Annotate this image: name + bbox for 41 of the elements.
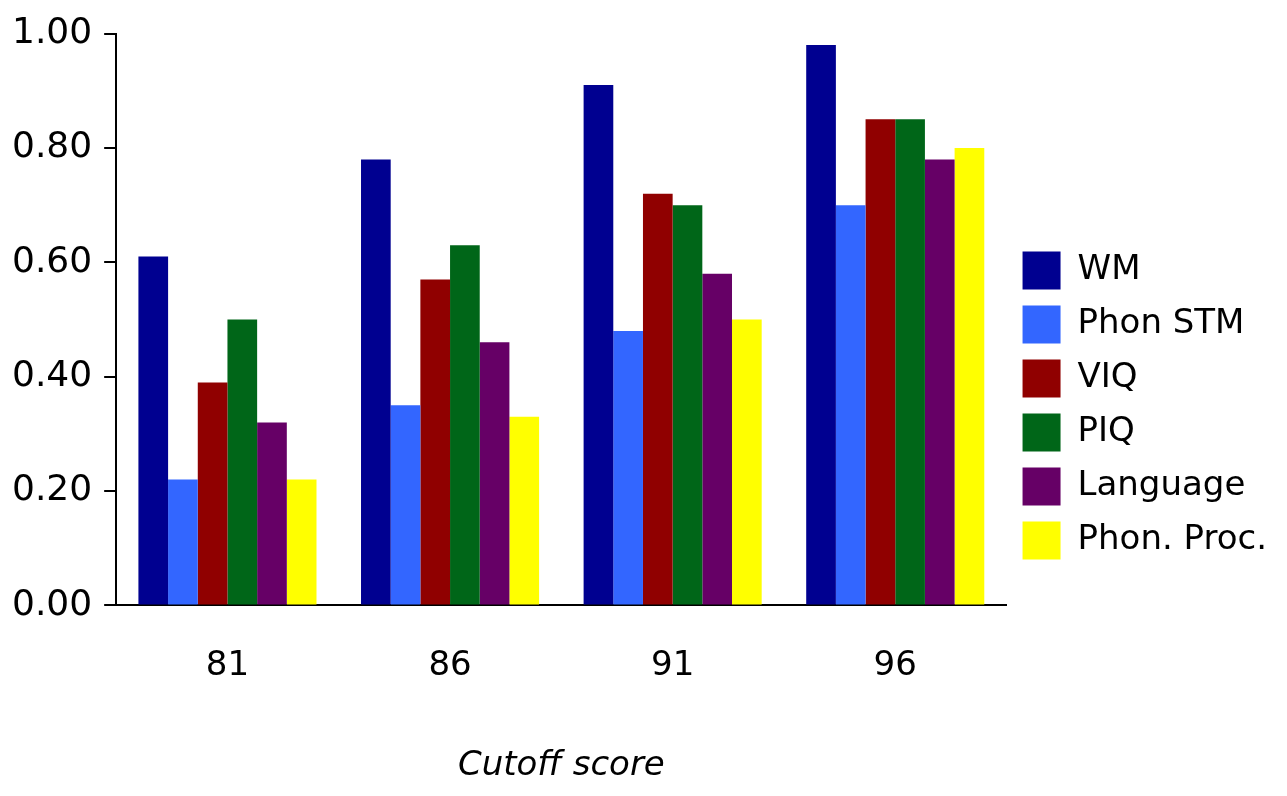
bar xyxy=(420,279,451,605)
bar xyxy=(509,416,540,605)
legend-label: PIQ xyxy=(1077,409,1135,450)
y-tick-label: 0.00 xyxy=(12,581,93,623)
bar xyxy=(672,205,703,605)
bar xyxy=(583,85,614,605)
x-tick-label: 91 xyxy=(651,642,695,683)
bar xyxy=(865,119,896,605)
bar xyxy=(361,159,391,605)
y-tick-label: 0.60 xyxy=(12,238,93,280)
bar xyxy=(954,147,985,605)
y-tick-label: 0.40 xyxy=(12,353,93,395)
bar xyxy=(390,405,421,605)
x-tick-label: 81 xyxy=(205,642,250,683)
bar xyxy=(806,45,836,605)
bar xyxy=(642,193,673,605)
bar xyxy=(138,256,169,605)
bar xyxy=(227,319,258,605)
legend-label: Language xyxy=(1077,463,1246,504)
bar xyxy=(835,205,866,605)
legend-label: Phon. Proc. xyxy=(1077,517,1268,558)
bar xyxy=(479,342,510,605)
bar xyxy=(450,245,480,605)
y-tick-label: 0.20 xyxy=(12,467,93,509)
bar xyxy=(286,479,317,605)
bar xyxy=(197,382,228,605)
y-tick-label: 1.00 xyxy=(12,9,93,51)
bar xyxy=(613,330,643,605)
y-tick-label: 0.80 xyxy=(12,124,93,166)
x-tick-label: 86 xyxy=(428,642,472,683)
bar xyxy=(702,273,733,605)
bar xyxy=(732,319,762,605)
legend-label: Phon STM xyxy=(1077,301,1245,342)
legend-label: WM xyxy=(1077,247,1141,288)
bar xyxy=(895,119,925,605)
x-tick-label: 96 xyxy=(873,642,917,683)
legend-label: VIQ xyxy=(1077,355,1138,396)
bar xyxy=(924,159,955,605)
bar xyxy=(257,422,287,605)
bar xyxy=(168,479,198,605)
x-axis-title: Cutoff score xyxy=(457,743,665,784)
